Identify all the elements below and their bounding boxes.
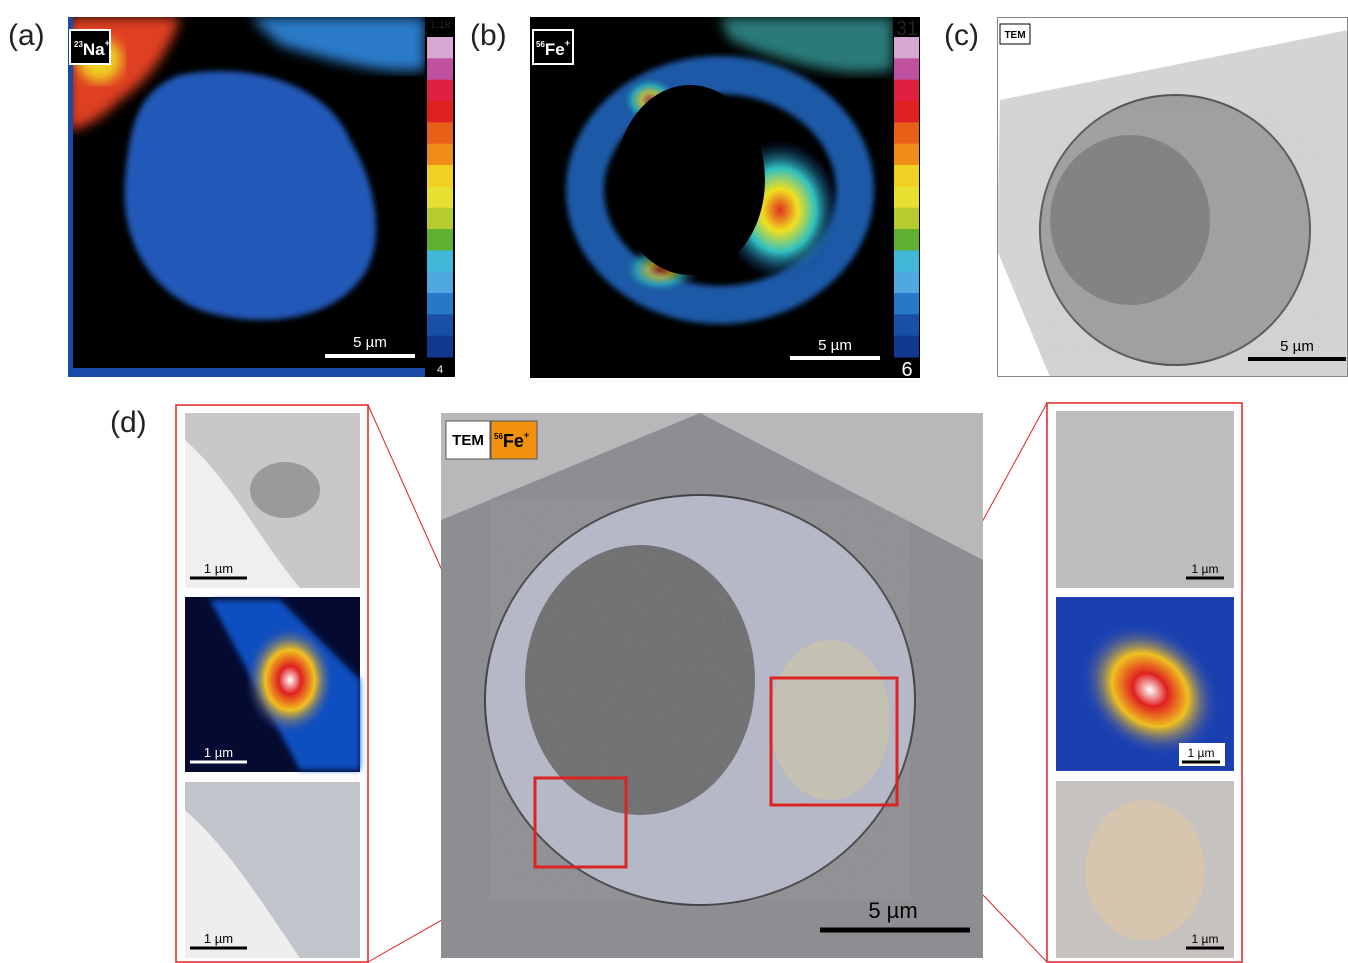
isotope-badge: 23Na+ [74, 38, 110, 59]
colorbar-step [427, 335, 453, 358]
colorbar-step [894, 186, 919, 209]
scale-bar-label: 1 µm [1192, 932, 1219, 946]
colorbar-step [894, 122, 919, 145]
colorbar-step [427, 58, 453, 81]
right-insets [1056, 411, 1234, 958]
colorbar-step [894, 207, 919, 230]
scale-bar-label: 1 µm [1188, 746, 1215, 760]
colorbar-max: 31 [896, 18, 918, 40]
colorbar-step [427, 314, 453, 337]
panel-label: (b) [470, 19, 507, 52]
colorbar-min: 4 [437, 364, 443, 376]
overlay-image [441, 413, 983, 958]
scale-bar-label: 1 µm [204, 745, 233, 760]
colorbar-step [894, 165, 919, 187]
colorbar-min: 6 [901, 359, 912, 381]
colorbar-step [894, 101, 919, 123]
colorbar [894, 37, 919, 358]
colorbar-step [894, 271, 919, 294]
colorbar-step [427, 122, 453, 145]
colorbar-step [427, 186, 453, 209]
colorbar-max: 1.1k [430, 19, 451, 31]
scale-bar-label: 1 µm [204, 561, 233, 576]
colorbar-step [894, 58, 919, 81]
scale-bar-label: 5 µm [1280, 338, 1314, 355]
isotope-badge: 56Fe+ [494, 430, 529, 451]
colorbar-step [894, 335, 919, 358]
colorbar-step [894, 79, 919, 102]
colorbar-step [427, 79, 453, 102]
isotope-badge: 56Fe+ [536, 38, 570, 59]
tem-image [997, 17, 1348, 377]
colorbar [427, 37, 453, 358]
colorbar-step [427, 143, 453, 166]
colorbar-step [894, 229, 919, 251]
colorbar-step [427, 271, 453, 294]
tem-badge: TEM [1004, 30, 1025, 41]
scale-bar-label: 1 µm [1192, 562, 1219, 576]
colorbar-step [894, 250, 919, 273]
colorbar-step [427, 293, 453, 315]
colorbar-step [894, 293, 919, 315]
left-insets [185, 413, 360, 958]
tem-badge: TEM [452, 432, 484, 449]
scale-bar-label: 5 µm [353, 334, 387, 351]
colorbar-step [894, 314, 919, 337]
scale-bar-bg [1179, 743, 1225, 766]
colorbar-step [427, 101, 453, 123]
colorbar-step [894, 143, 919, 166]
scale-bar-label: 1 µm [204, 931, 233, 946]
scale-bar-label: 5 µm [818, 337, 852, 354]
panel-label: (c) [944, 19, 979, 52]
colorbar-step [427, 165, 453, 187]
colorbar-step [427, 229, 453, 251]
panel-label: (d) [110, 406, 147, 439]
colorbar-step [427, 37, 453, 59]
colorbar-step [427, 207, 453, 230]
panel-label: (a) [8, 19, 45, 52]
fe-map [530, 17, 893, 378]
na-map [68, 17, 425, 377]
scale-bar-label: 5 µm [868, 898, 917, 923]
colorbar-step [894, 37, 919, 59]
colorbar-step [427, 250, 453, 273]
